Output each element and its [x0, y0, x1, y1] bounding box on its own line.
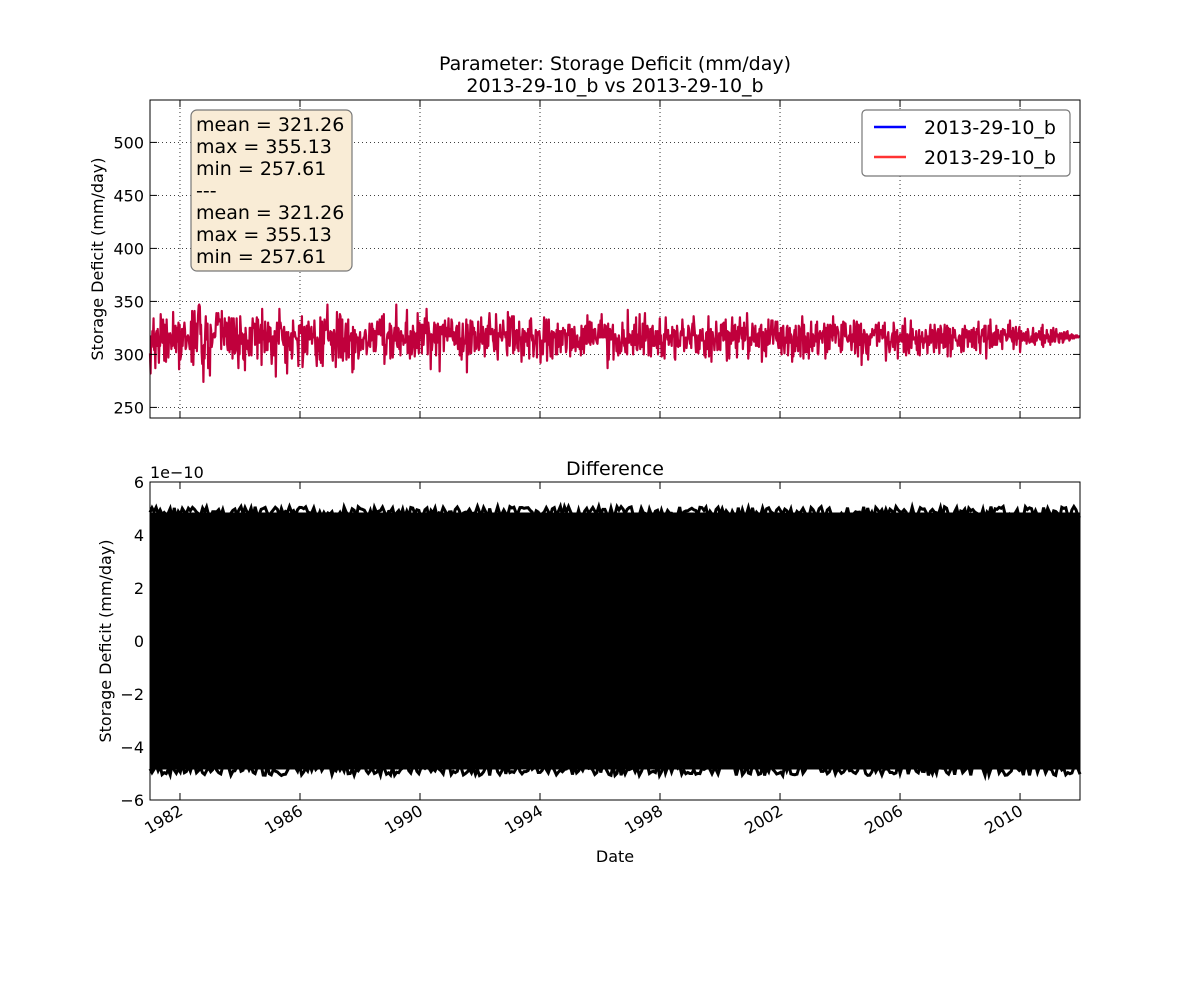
chart-subtitle: 2013-29-10_b vs 2013-29-10_b — [466, 75, 763, 97]
legend-label: 2013-29-10_b — [924, 117, 1056, 139]
top-y-tick-label: 250 — [113, 398, 144, 417]
x-tick-label: 2002 — [741, 801, 786, 838]
legend-label: 2013-29-10_b — [924, 147, 1056, 169]
stats-line: min = 257.61 — [196, 246, 326, 268]
bottom-y-tick-label: −6 — [120, 791, 144, 810]
x-tick-label: 2010 — [981, 801, 1026, 838]
x-axis-label: Date — [596, 847, 634, 866]
difference-offset-text: 1e−10 — [150, 463, 204, 482]
top-y-ticks: 250 300 350 400 450 500 — [113, 133, 1080, 417]
difference-title: Difference — [566, 458, 664, 480]
bottom-y-ticks: −6 −4 −2 0 2 4 6 — [120, 473, 1080, 810]
stats-line: max = 355.13 — [196, 224, 332, 246]
x-tick-label: 1990 — [381, 801, 426, 838]
difference-upper-edge — [148, 501, 1082, 525]
bottom-y-tick-label: 2 — [134, 579, 144, 598]
x-tick-label: 2006 — [861, 801, 906, 838]
bottom-y-tick-label: −4 — [120, 738, 144, 757]
top-y-tick-label: 350 — [113, 292, 144, 311]
stats-line: --- — [196, 180, 217, 202]
top-x-ticks — [179, 100, 1021, 418]
bottom-y-tick-label: 4 — [134, 526, 144, 545]
x-tick-label: 1998 — [621, 801, 666, 838]
top-y-tick-label: 300 — [113, 345, 144, 364]
bottom-y-tick-label: 0 — [134, 632, 144, 651]
stats-line: max = 355.13 — [196, 136, 332, 158]
top-y-tick-label: 500 — [113, 133, 144, 152]
bottom-y-tick-label: 6 — [134, 473, 144, 492]
bottom-y-tick-label: −2 — [120, 685, 144, 704]
top-y-axis-label: Storage Deficit (mm/day) — [88, 157, 107, 360]
x-tick-label: 1994 — [501, 801, 546, 838]
top-y-tick-label: 400 — [113, 239, 144, 258]
difference-band — [150, 512, 1080, 770]
x-tick-label: 1986 — [261, 801, 306, 838]
stats-line: mean = 321.26 — [196, 202, 344, 224]
difference-lower-edge — [148, 758, 1082, 782]
bottom-plot-area: −6 −4 −2 0 2 4 6 1982 1986 1990 1994 1998 2002 2006 2… — [120, 473, 1082, 838]
x-tick-label: 1982 — [141, 801, 186, 838]
stats-line: min = 257.61 — [196, 158, 326, 180]
difference-series — [148, 501, 1082, 782]
bottom-y-axis-label: Storage Deficit (mm/day) — [96, 539, 115, 742]
series-line — [148, 303, 1081, 384]
stats-line: mean = 321.26 — [196, 114, 344, 136]
top-y-tick-label: 450 — [113, 186, 144, 205]
chart-title: Parameter: Storage Deficit (mm/day) — [439, 53, 791, 75]
legend: 2013-29-10_b 2013-29-10_b — [861, 109, 1071, 177]
top-series-line — [148, 303, 1081, 384]
